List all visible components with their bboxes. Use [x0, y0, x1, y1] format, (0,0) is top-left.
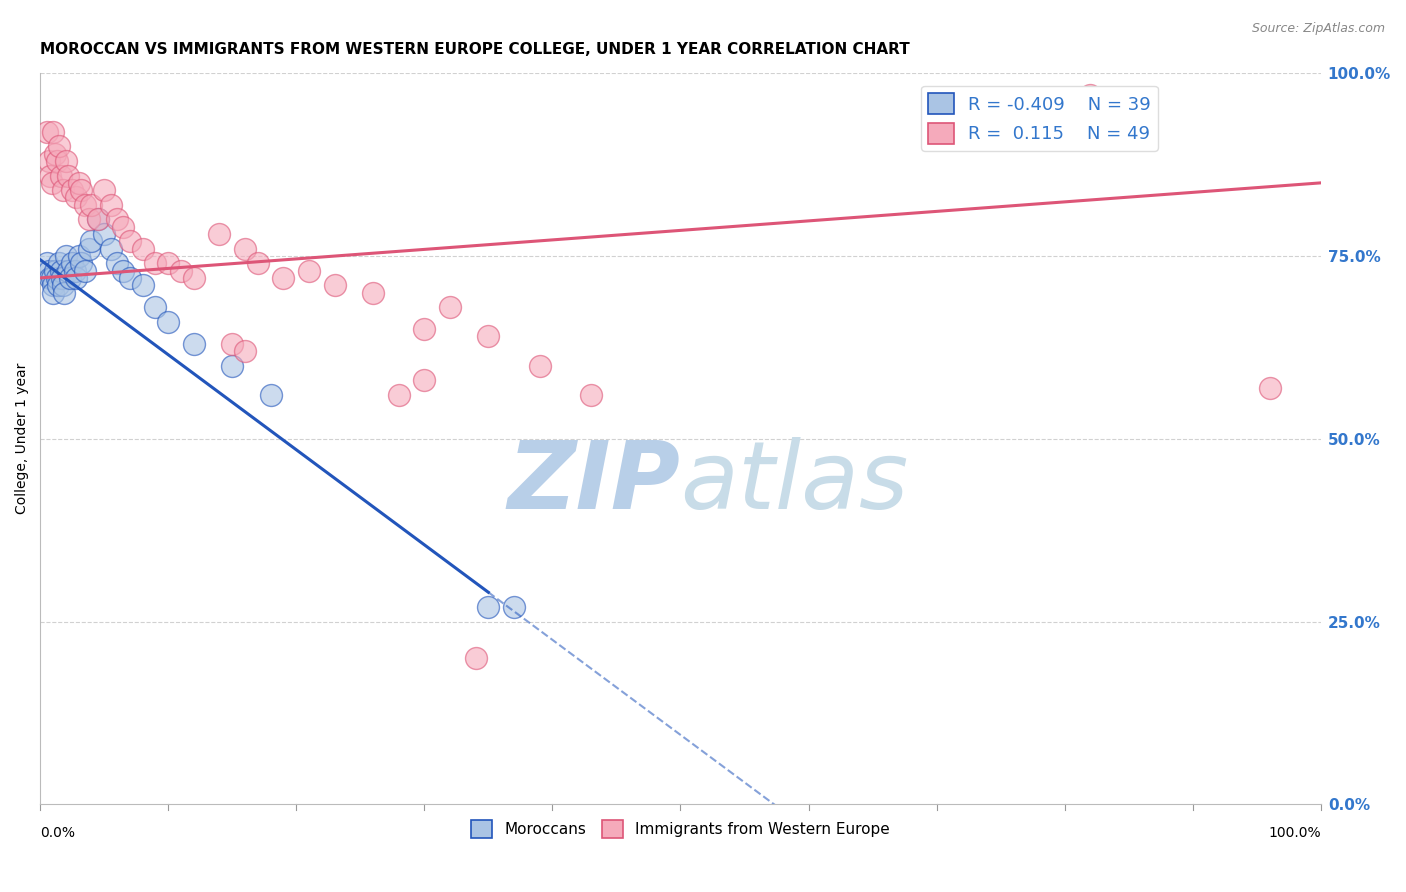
Point — [67, 176, 90, 190]
Point — [157, 315, 180, 329]
Point — [65, 190, 87, 204]
Point — [112, 263, 135, 277]
Point — [221, 336, 243, 351]
Legend: Moroccans, Immigrants from Western Europe: Moroccans, Immigrants from Western Europ… — [465, 814, 896, 844]
Point — [52, 183, 75, 197]
Point — [60, 256, 83, 270]
Point — [413, 322, 436, 336]
Text: 0.0%: 0.0% — [41, 826, 75, 840]
Point — [58, 169, 80, 183]
Point — [45, 153, 67, 168]
Point — [1078, 88, 1101, 103]
Point — [361, 285, 384, 300]
Point — [105, 212, 128, 227]
Point — [233, 242, 256, 256]
Point — [273, 271, 295, 285]
Point — [38, 153, 60, 168]
Point — [42, 285, 65, 300]
Point — [413, 373, 436, 387]
Point — [58, 271, 80, 285]
Point — [63, 263, 86, 277]
Point — [145, 256, 167, 270]
Point — [208, 227, 231, 241]
Point — [53, 285, 76, 300]
Point — [221, 359, 243, 373]
Point — [41, 271, 63, 285]
Text: 100.0%: 100.0% — [1268, 826, 1320, 840]
Point — [183, 271, 205, 285]
Point — [42, 278, 65, 293]
Point — [45, 271, 67, 285]
Point — [170, 263, 193, 277]
Point — [131, 242, 153, 256]
Point — [477, 329, 499, 343]
Point — [503, 599, 526, 614]
Point — [44, 263, 66, 277]
Point — [73, 263, 96, 277]
Point — [42, 125, 65, 139]
Point — [48, 139, 70, 153]
Point — [55, 249, 77, 263]
Point — [70, 183, 93, 197]
Point — [35, 125, 58, 139]
Point — [52, 278, 75, 293]
Point — [579, 388, 602, 402]
Point — [73, 198, 96, 212]
Point — [51, 271, 73, 285]
Point — [259, 388, 281, 402]
Point — [39, 169, 62, 183]
Point — [77, 212, 100, 227]
Point — [477, 599, 499, 614]
Point — [118, 271, 141, 285]
Point — [49, 263, 72, 277]
Point — [39, 271, 62, 285]
Point — [55, 153, 77, 168]
Point — [58, 263, 80, 277]
Point — [157, 256, 180, 270]
Point — [131, 278, 153, 293]
Point — [100, 242, 122, 256]
Point — [112, 219, 135, 234]
Point — [38, 263, 60, 277]
Point — [80, 235, 103, 249]
Point — [298, 263, 321, 277]
Text: Source: ZipAtlas.com: Source: ZipAtlas.com — [1251, 22, 1385, 36]
Point — [46, 278, 69, 293]
Point — [118, 235, 141, 249]
Point — [183, 336, 205, 351]
Point — [80, 198, 103, 212]
Point — [87, 212, 110, 227]
Point — [44, 146, 66, 161]
Text: atlas: atlas — [681, 437, 908, 528]
Point — [1258, 381, 1281, 395]
Point — [233, 344, 256, 359]
Point — [67, 249, 90, 263]
Point — [70, 256, 93, 270]
Y-axis label: College, Under 1 year: College, Under 1 year — [15, 363, 30, 515]
Point — [41, 176, 63, 190]
Point — [105, 256, 128, 270]
Point — [60, 183, 83, 197]
Point — [35, 256, 58, 270]
Point — [77, 242, 100, 256]
Point — [323, 278, 346, 293]
Text: ZIP: ZIP — [508, 436, 681, 529]
Point — [246, 256, 269, 270]
Point — [145, 300, 167, 314]
Point — [464, 651, 486, 665]
Point — [48, 256, 70, 270]
Point — [388, 388, 411, 402]
Point — [529, 359, 551, 373]
Point — [439, 300, 461, 314]
Point — [93, 227, 115, 241]
Point — [93, 183, 115, 197]
Point — [100, 198, 122, 212]
Text: MOROCCAN VS IMMIGRANTS FROM WESTERN EUROPE COLLEGE, UNDER 1 YEAR CORRELATION CHA: MOROCCAN VS IMMIGRANTS FROM WESTERN EURO… — [41, 42, 910, 57]
Point — [65, 271, 87, 285]
Point — [87, 212, 110, 227]
Point — [49, 169, 72, 183]
